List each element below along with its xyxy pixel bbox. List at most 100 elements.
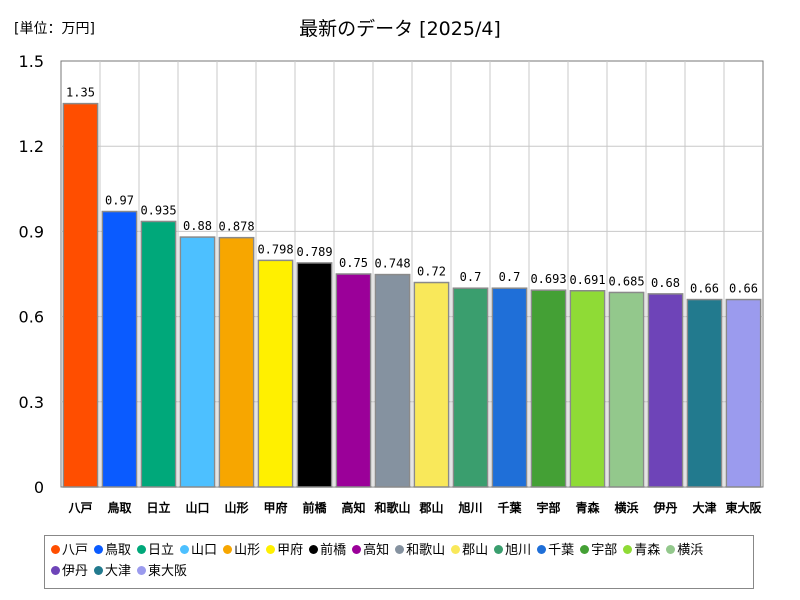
legend-item: 大津 — [94, 561, 131, 582]
bar-日立 — [140, 220, 177, 488]
legend-item: 甲府 — [266, 540, 303, 561]
bar-山形 — [218, 236, 255, 488]
legend-marker — [94, 545, 104, 554]
legend-label: 東大阪 — [148, 564, 188, 579]
legend-label: 日立 — [148, 543, 175, 558]
legend-label: 前橋 — [320, 543, 347, 558]
data-label: 0.693 — [530, 272, 566, 286]
legend-marker — [51, 545, 60, 554]
data-label: 0.878 — [218, 220, 254, 234]
bar-東大阪 — [725, 298, 762, 488]
x-tick-label: 大津 — [692, 500, 716, 515]
legend-marker — [266, 545, 276, 554]
x-tick-label: 横浜 — [614, 500, 638, 515]
legend-label: 八戸 — [62, 543, 89, 558]
bar-千葉 — [491, 287, 528, 488]
legend-marker — [180, 545, 190, 554]
bar-大津 — [686, 298, 723, 488]
bar-横浜 — [608, 291, 645, 488]
legend-label: 甲府 — [277, 543, 304, 558]
legend-marker — [580, 545, 590, 554]
legend-item: 東大阪 — [137, 561, 187, 582]
data-label: 0.68 — [651, 276, 680, 290]
chart-legend: 八戸 鳥取 日立 山口 山形 甲府 前橋 高知 和歌山 郡山 旭川 千葉 宇部 青森 横浜伊丹 大津 東大阪 — [44, 535, 754, 589]
legend-marker — [623, 545, 633, 554]
bar-甲府 — [257, 259, 294, 488]
data-label: 0.66 — [729, 282, 758, 296]
data-label: 0.798 — [257, 242, 293, 256]
legend-marker — [537, 545, 547, 554]
legend-label: 伊丹 — [62, 564, 89, 579]
legend-label: 和歌山 — [406, 543, 446, 558]
x-tick-label: 千葉 — [497, 500, 522, 515]
bar-山口 — [179, 236, 216, 488]
legend-marker — [223, 545, 233, 554]
data-label: 0.935 — [140, 203, 176, 217]
legend-marker — [51, 566, 60, 575]
y-tick-label: 1.2 — [19, 137, 44, 156]
bar-伊丹 — [647, 293, 684, 488]
legend-marker — [395, 545, 405, 554]
legend-item: 千葉 — [537, 540, 574, 561]
legend-item: 日立 — [137, 540, 174, 561]
legend-label: 高知 — [363, 543, 390, 558]
data-label: 0.72 — [417, 265, 446, 279]
bar-鳥取 — [101, 210, 138, 488]
legend-item: 鳥取 — [94, 540, 131, 561]
legend-item: 宇部 — [580, 540, 617, 561]
bar-郡山 — [413, 281, 450, 488]
x-tick-label: 山口 — [185, 500, 209, 515]
legend-label: 旭川 — [505, 543, 532, 558]
data-label: 0.748 — [374, 257, 410, 271]
legend-label: 鳥取 — [105, 543, 132, 558]
legend-marker — [137, 566, 147, 575]
x-tick-label: 伊丹 — [652, 500, 677, 515]
data-label: 0.7 — [499, 270, 521, 284]
data-label: 0.691 — [569, 273, 605, 287]
legend-label: 横浜 — [677, 543, 704, 558]
legend-label: 大津 — [105, 564, 132, 579]
x-tick-label: 東大阪 — [725, 500, 762, 515]
x-tick-label: 高知 — [341, 500, 365, 515]
legend-marker — [451, 545, 461, 554]
legend-item: 伊丹 — [51, 561, 88, 582]
y-tick-label: 0.9 — [19, 222, 44, 241]
x-tick-label: 八戸 — [67, 501, 92, 515]
legend-item: 高知 — [352, 540, 389, 561]
legend-marker — [666, 545, 676, 554]
x-tick-label: 鳥取 — [107, 500, 131, 515]
legend-label: 山口 — [191, 543, 218, 558]
legend-label: 千葉 — [548, 543, 575, 558]
x-tick-label: 甲府 — [263, 500, 287, 515]
x-tick-label: 郡山 — [418, 500, 443, 515]
legend-item: 山形 — [223, 540, 260, 561]
legend-marker — [137, 545, 147, 554]
x-tick-label: 山形 — [224, 500, 248, 515]
legend-item: 山口 — [180, 540, 217, 561]
legend-item: 前橋 — [309, 540, 346, 561]
legend-label: 青森 — [634, 543, 661, 558]
legend-item: 和歌山 — [395, 540, 445, 561]
y-tick-label: 0 — [34, 478, 44, 497]
data-label: 0.75 — [339, 256, 368, 270]
bar-宇部 — [530, 289, 567, 488]
chart-title: 最新のデータ [2025/4] — [299, 18, 501, 40]
x-tick-label: 和歌山 — [373, 500, 410, 515]
bar-和歌山 — [374, 273, 411, 488]
x-tick-label: 日立 — [146, 500, 170, 515]
legend-item: 横浜 — [666, 540, 703, 561]
legend-label: 郡山 — [462, 543, 489, 558]
bar-八戸 — [62, 102, 99, 488]
legend-item: 郡山 — [451, 540, 488, 561]
legend-marker — [352, 545, 362, 554]
legend-marker — [494, 545, 504, 554]
bar-高知 — [335, 273, 372, 488]
x-tick-label: 旭川 — [457, 500, 482, 515]
data-label: 0.88 — [183, 219, 212, 233]
data-label: 0.685 — [608, 274, 644, 288]
x-tick-label: 青森 — [575, 500, 600, 515]
y-tick-label: 0.6 — [19, 308, 44, 327]
data-label: 0.66 — [690, 282, 719, 296]
legend-marker — [309, 545, 319, 554]
